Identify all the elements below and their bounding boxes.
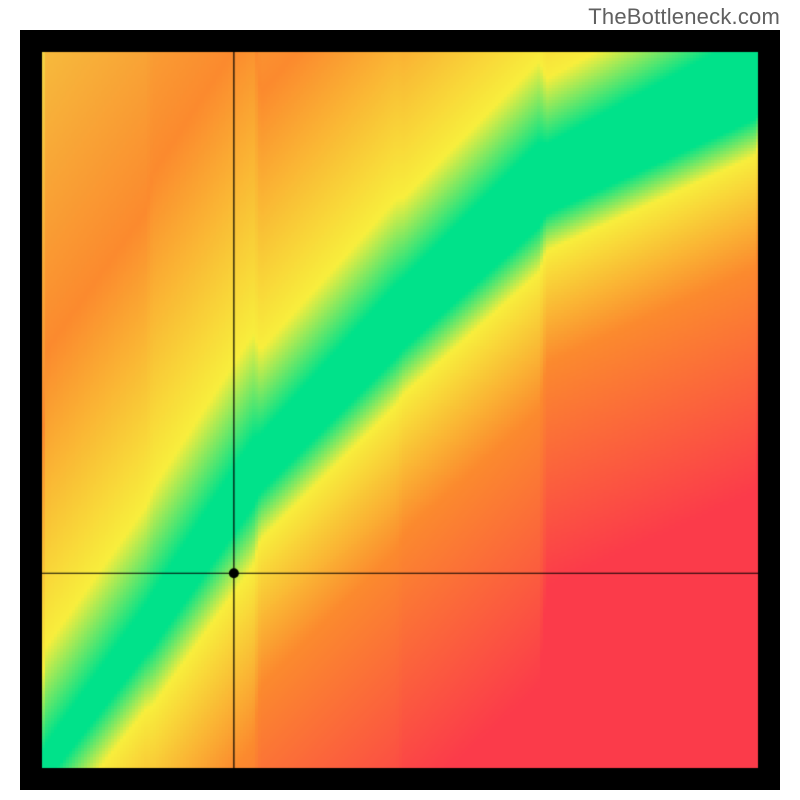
heatmap-canvas bbox=[20, 30, 780, 790]
heatmap-plot bbox=[20, 30, 780, 790]
watermark-text: TheBottleneck.com bbox=[588, 4, 780, 30]
